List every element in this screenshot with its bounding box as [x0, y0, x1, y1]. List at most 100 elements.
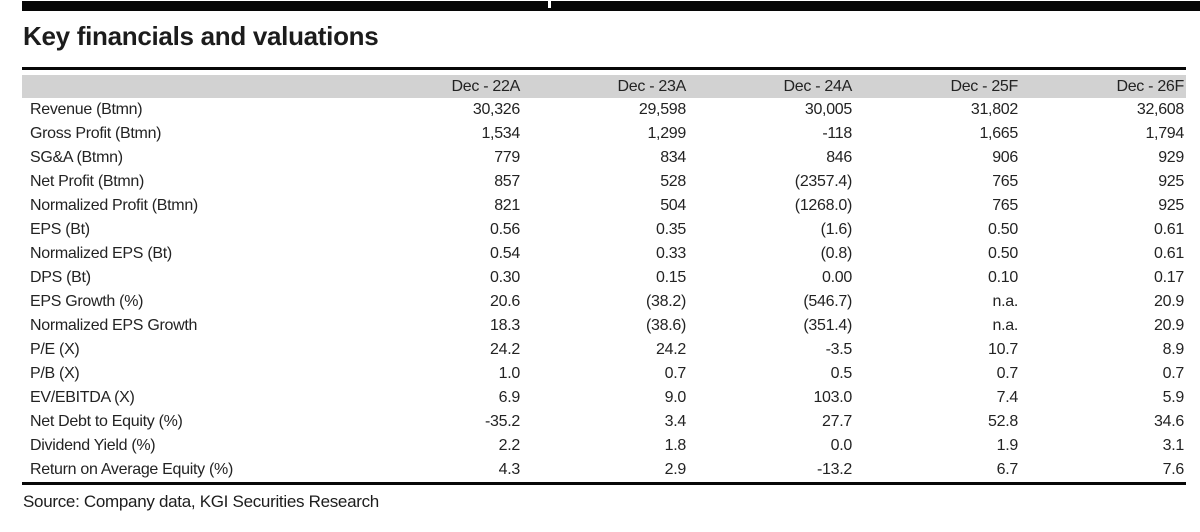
row-value: 0.50: [988, 245, 1018, 262]
row-value: 834: [660, 149, 686, 166]
row-value: 1,794: [1145, 125, 1184, 142]
table-row: Net Debt to Equity (%) -35.2 3.4 27.7 52.8 34…: [22, 410, 1186, 434]
row-value: 906: [992, 149, 1018, 166]
row-value: 3.4: [664, 413, 687, 430]
row-value: 20.9: [1154, 317, 1184, 334]
table-row: Revenue (Btmn) 30,326 29,598 30,005 31,802 32…: [22, 98, 1186, 122]
table-row: Normalized EPS (Bt) 0.54 0.33 (0.8) 0.50 0.61: [22, 242, 1186, 266]
row-value: 29,598: [638, 101, 686, 118]
row-value: 0.17: [1154, 269, 1184, 286]
column-header: Dec - 25F: [950, 77, 1018, 95]
row-value: 0.7: [996, 365, 1019, 382]
row-label: Normalized EPS (Bt): [30, 245, 172, 262]
row-value: 5.9: [1162, 389, 1185, 406]
row-value: 0.00: [822, 269, 852, 286]
row-value: 528: [660, 173, 686, 190]
table-bottom-rule: [22, 482, 1186, 485]
table-row: P/E (X) 24.2 24.2 -3.5 10.7 8.9: [22, 338, 1186, 362]
row-value: 0.7: [664, 365, 687, 382]
row-value: 24.2: [490, 341, 520, 358]
row-label: Net Profit (Btmn): [30, 173, 145, 190]
table-header-row: Dec - 22A Dec - 23A Dec - 24A Dec - 25F Dec …: [22, 75, 1186, 98]
row-value: 2.9: [664, 461, 687, 478]
table-row: EPS Growth (%) 20.6 (38.2) (546.7) n.a. 20.9: [22, 290, 1186, 314]
row-value: 2.2: [498, 437, 521, 454]
column-header: Dec - 24A: [783, 77, 853, 95]
row-value: -35.2: [485, 413, 520, 430]
row-value: 6.9: [498, 389, 521, 406]
row-value: (1.6): [820, 221, 853, 238]
row-label: EPS Growth (%): [30, 293, 144, 310]
row-label: DPS (Bt): [30, 269, 91, 286]
row-value: 1.9: [996, 437, 1019, 454]
row-value: 765: [992, 197, 1018, 214]
row-value: 846: [826, 149, 852, 166]
row-value: 1,665: [979, 125, 1018, 142]
row-value: 857: [494, 173, 520, 190]
row-label: P/B (X): [30, 365, 80, 382]
row-value: 103.0: [813, 389, 852, 406]
row-value: 8.9: [1162, 341, 1185, 358]
row-value: 0.10: [988, 269, 1018, 286]
row-value: 765: [992, 173, 1018, 190]
row-value: 0.33: [656, 245, 686, 262]
row-value: 52.8: [988, 413, 1018, 430]
row-label: Revenue (Btmn): [30, 101, 143, 118]
row-value: (0.8): [820, 245, 853, 262]
table-row: Return on Average Equity (%) 4.3 2.9 -13.2 6…: [22, 458, 1186, 482]
row-label: EV/EBITDA (X): [30, 389, 135, 406]
financials-table-body: Revenue (Btmn) 30,326 29,598 30,005 31,802 32…: [22, 98, 1186, 482]
row-value: 10.7: [988, 341, 1018, 358]
row-value: 929: [1158, 149, 1184, 166]
row-value: (546.7): [803, 293, 852, 310]
row-value: 1,299: [647, 125, 686, 142]
row-value: (1268.0): [794, 197, 853, 214]
column-header: Dec - 23A: [617, 77, 687, 95]
row-value: 9.0: [664, 389, 687, 406]
table-row: P/B (X) 1.0 0.7 0.5 0.7 0.7: [22, 362, 1186, 386]
row-value: 20.6: [490, 293, 520, 310]
row-value: n.a.: [992, 293, 1019, 310]
row-label: SG&A (Btmn): [30, 149, 123, 166]
row-value: 30,326: [472, 101, 520, 118]
row-label: Net Debt to Equity (%): [30, 413, 183, 430]
table-row: Dividend Yield (%) 2.2 1.8 0.0 1.9 3.1: [22, 434, 1186, 458]
row-value: 20.9: [1154, 293, 1184, 310]
row-value: 0.35: [656, 221, 686, 238]
row-value: (351.4): [803, 317, 852, 334]
row-value: 31,802: [970, 101, 1018, 118]
source-note: Source: Company data, KGI Securities Res…: [23, 492, 379, 511]
row-value: 27.7: [822, 413, 852, 430]
row-value: 7.4: [996, 389, 1019, 406]
row-value: 34.6: [1154, 413, 1184, 430]
table-top-rule: [22, 67, 1186, 70]
row-value: 821: [494, 197, 520, 214]
row-value: (38.6): [646, 317, 686, 334]
table-row: SG&A (Btmn) 779 834 846 906 929: [22, 146, 1186, 170]
row-label: Dividend Yield (%): [30, 437, 156, 454]
row-value: 32,608: [1136, 101, 1184, 118]
row-label: Normalized Profit (Btmn): [30, 197, 198, 214]
table-row: DPS (Bt) 0.30 0.15 0.00 0.10 0.17: [22, 266, 1186, 290]
row-label: EPS (Bt): [30, 221, 90, 238]
row-value: 3.1: [1162, 437, 1185, 454]
financials-table: Dec - 22A Dec - 23A Dec - 24A Dec - 25F Dec …: [22, 75, 1186, 482]
column-header: Dec - 22A: [451, 77, 521, 95]
row-value: 7.6: [1162, 461, 1185, 478]
corner-cell: [22, 75, 356, 98]
row-value: -3.5: [825, 341, 853, 358]
row-value: 1,534: [481, 125, 520, 142]
row-value: (38.2): [646, 293, 686, 310]
top-divider-bar: [22, 1, 1200, 11]
row-label: Gross Profit (Btmn): [30, 125, 162, 142]
row-value: 0.0: [830, 437, 853, 454]
column-header: Dec - 26F: [1116, 77, 1184, 95]
row-value: 0.61: [1154, 221, 1184, 238]
table-row: Gross Profit (Btmn) 1,534 1,299 -118 1,665 1,…: [22, 122, 1186, 146]
row-value: 925: [1158, 173, 1184, 190]
row-label: Normalized EPS Growth: [30, 317, 198, 334]
row-value: 0.5: [830, 365, 853, 382]
row-value: 504: [660, 197, 686, 214]
row-value: 0.61: [1154, 245, 1184, 262]
